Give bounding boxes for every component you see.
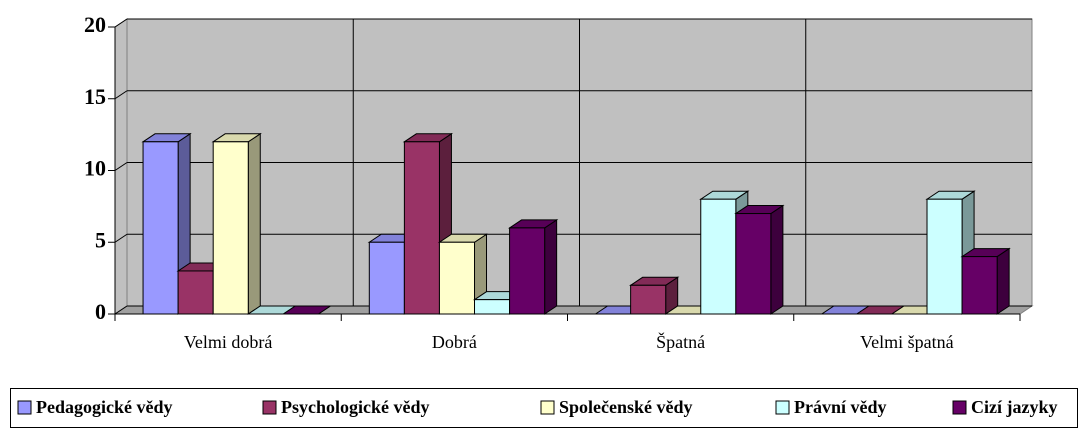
bar-front	[630, 284, 667, 315]
legend-swatch	[952, 400, 967, 415]
grid-line-side	[114, 233, 128, 243]
legend-label: Pedagogické vědy	[36, 397, 173, 417]
legend-swatch	[17, 400, 32, 415]
legend-swatch	[775, 400, 790, 415]
bar-front	[368, 241, 405, 315]
bar-side	[996, 247, 1010, 315]
legend-swatch	[540, 400, 555, 415]
bar	[734, 204, 785, 315]
bar	[402, 132, 454, 315]
bar-side	[544, 218, 558, 315]
bar-front	[212, 141, 249, 315]
x-tick-label: Velmi špatná	[860, 332, 953, 352]
bar-front	[142, 141, 179, 315]
bar-side	[247, 132, 261, 315]
y-tick-label: 0	[95, 299, 106, 324]
bar-front	[735, 213, 772, 315]
grid-line-side	[114, 305, 128, 315]
grid-line-side	[114, 18, 128, 28]
bar	[507, 218, 559, 315]
bar	[281, 305, 333, 315]
bar	[211, 132, 262, 315]
bar-front	[700, 198, 737, 315]
legend-label: Psychologické vědy	[281, 397, 430, 417]
bar	[141, 132, 192, 315]
y-tick-label: 15	[84, 84, 106, 109]
bar	[628, 276, 680, 315]
bar-front	[926, 198, 963, 315]
bar-side	[770, 204, 784, 315]
bar-front	[438, 241, 476, 315]
y-tick-label: 10	[84, 156, 106, 181]
bar-front	[474, 299, 511, 315]
x-tick-label: Dobrá	[432, 332, 477, 352]
y-tick-label: 20	[84, 12, 106, 37]
x-tick-label: Velmi dobrá	[184, 332, 272, 352]
legend-label: Právní vědy	[794, 397, 887, 417]
grid-line-side	[114, 162, 128, 171]
legend-label: Cizí jazyky	[971, 397, 1057, 417]
bar-front	[961, 256, 998, 315]
legend-swatch	[262, 400, 277, 415]
bar	[960, 247, 1011, 315]
legend-label: Společenské vědy	[559, 397, 693, 417]
y-tick-label: 5	[95, 227, 106, 252]
bar-top	[281, 305, 333, 315]
x-tick-label: Špatná	[656, 331, 705, 352]
bar-front	[177, 270, 214, 315]
grid-line-side	[114, 90, 128, 100]
bar-front	[509, 227, 546, 315]
bar-front	[403, 141, 440, 315]
